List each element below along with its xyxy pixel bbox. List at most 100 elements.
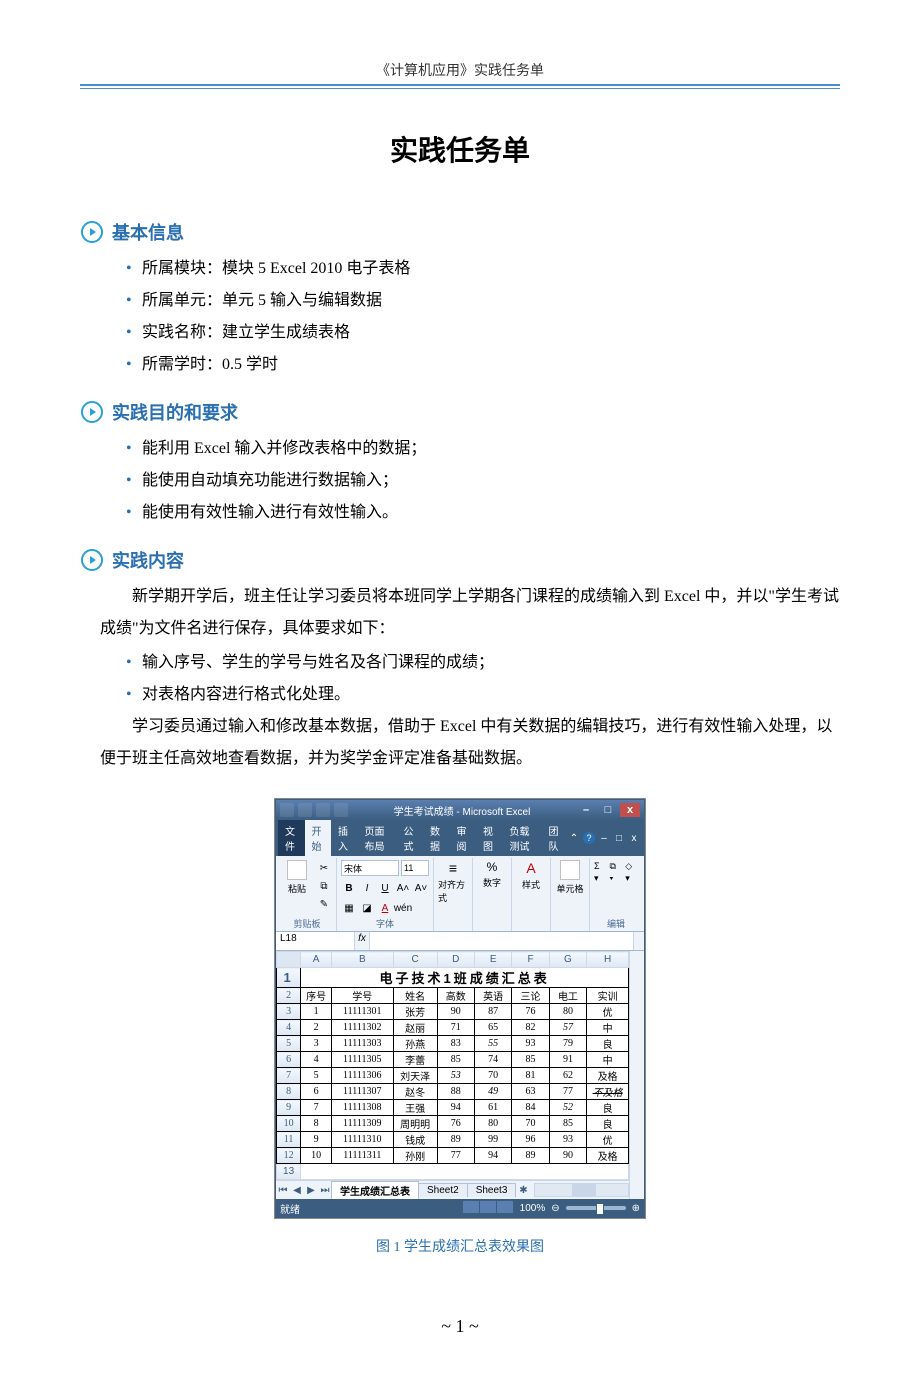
cell[interactable]: 11111305: [331, 1052, 393, 1068]
cell[interactable]: 优: [587, 1132, 629, 1148]
cell[interactable]: 9: [301, 1132, 332, 1148]
cell[interactable]: 76: [437, 1116, 474, 1132]
cell[interactable]: 11111303: [331, 1036, 393, 1052]
cell[interactable]: 93: [549, 1132, 586, 1148]
tab-file[interactable]: 文件: [278, 820, 305, 856]
cell[interactable]: 81: [512, 1068, 549, 1084]
cell[interactable]: 7: [301, 1100, 332, 1116]
clear-button[interactable]: ◇ ▾: [625, 860, 638, 884]
sheet-tab[interactable]: Sheet2: [418, 1183, 468, 1197]
cell[interactable]: 84: [512, 1100, 549, 1116]
empty-cell[interactable]: [301, 1164, 629, 1180]
fill-color-icon[interactable]: ◪: [359, 900, 375, 916]
cell[interactable]: 11111307: [331, 1084, 393, 1100]
cell[interactable]: 90: [437, 1004, 474, 1020]
cell[interactable]: 82: [512, 1020, 549, 1036]
cell[interactable]: 钱成: [393, 1132, 437, 1148]
cell[interactable]: 85: [512, 1052, 549, 1068]
col-header[interactable]: H: [587, 952, 629, 968]
row-header[interactable]: 10: [277, 1116, 301, 1132]
cell[interactable]: 张芳: [393, 1004, 437, 1020]
cell[interactable]: 65: [474, 1020, 511, 1036]
select-all-corner[interactable]: [277, 952, 301, 968]
cell[interactable]: 91: [549, 1052, 586, 1068]
zoom-slider[interactable]: [566, 1206, 626, 1210]
cell[interactable]: 63: [512, 1084, 549, 1100]
zoom-out-icon[interactable]: ⊖: [551, 1203, 559, 1214]
copy-icon[interactable]: ⧉: [316, 878, 332, 894]
grow-font-icon[interactable]: A˄: [395, 880, 411, 896]
cell[interactable]: 80: [474, 1116, 511, 1132]
cell[interactable]: 11111309: [331, 1116, 393, 1132]
cell[interactable]: 11111311: [331, 1148, 393, 1164]
grid[interactable]: A B C D E F G H 1 电子技术1班成绩汇总表: [276, 951, 629, 1180]
cell[interactable]: 良: [587, 1116, 629, 1132]
tab-loadtest[interactable]: 负载测试: [503, 820, 542, 856]
sheet-nav-first-icon[interactable]: ⏮: [276, 1185, 290, 1196]
cell[interactable]: 3: [301, 1036, 332, 1052]
cell[interactable]: 序号: [301, 988, 332, 1004]
cell[interactable]: 电工: [549, 988, 586, 1004]
row-header[interactable]: 6: [277, 1052, 301, 1068]
tab-formulas[interactable]: 公式: [397, 820, 424, 856]
cell[interactable]: 90: [549, 1148, 586, 1164]
wbmax-icon[interactable]: □: [613, 832, 625, 844]
sheet-nav-last-icon[interactable]: ⏭: [318, 1185, 332, 1196]
paste-button[interactable]: 粘贴: [282, 860, 312, 895]
cell[interactable]: 96: [512, 1132, 549, 1148]
row-header[interactable]: 13: [277, 1164, 301, 1180]
tab-data[interactable]: 数据: [423, 820, 450, 856]
cut-icon[interactable]: ✂: [316, 860, 332, 876]
minimize-icon[interactable]: –: [576, 803, 596, 817]
zoom-in-icon[interactable]: ⊕: [632, 1203, 640, 1214]
row-header[interactable]: 12: [277, 1148, 301, 1164]
view-buttons[interactable]: [463, 1201, 514, 1216]
excel-icon[interactable]: [280, 803, 294, 817]
cell[interactable]: 89: [512, 1148, 549, 1164]
underline-button[interactable]: U: [377, 880, 393, 896]
wbclose-icon[interactable]: x: [628, 832, 640, 844]
tab-view[interactable]: 视图: [476, 820, 503, 856]
col-header[interactable]: A: [301, 952, 332, 968]
styles-button[interactable]: A样式: [516, 860, 546, 891]
fill-button[interactable]: ⧉ ▾: [610, 860, 622, 884]
cell[interactable]: 8: [301, 1116, 332, 1132]
cell[interactable]: 94: [437, 1100, 474, 1116]
cell[interactable]: 89: [437, 1132, 474, 1148]
autosum-button[interactable]: Σ ▾: [594, 860, 606, 884]
bold-button[interactable]: B: [341, 880, 357, 896]
sheet-nav-next-icon[interactable]: ▶: [304, 1185, 318, 1196]
col-header[interactable]: F: [512, 952, 549, 968]
col-header[interactable]: B: [331, 952, 393, 968]
cell[interactable]: 94: [474, 1148, 511, 1164]
cell[interactable]: 52: [549, 1100, 586, 1116]
col-header[interactable]: D: [437, 952, 474, 968]
cell[interactable]: 中: [587, 1020, 629, 1036]
cell[interactable]: 62: [549, 1068, 586, 1084]
tab-team[interactable]: 团队: [542, 820, 569, 856]
cell[interactable]: 85: [549, 1116, 586, 1132]
font-name-select[interactable]: 宋体: [341, 860, 399, 876]
cell[interactable]: 孙燕: [393, 1036, 437, 1052]
cell[interactable]: 2: [301, 1020, 332, 1036]
cell[interactable]: 49: [474, 1084, 511, 1100]
border-icon[interactable]: ▦: [341, 900, 357, 916]
align-button[interactable]: ≡对齐方式: [438, 860, 468, 904]
cell[interactable]: 11111310: [331, 1132, 393, 1148]
cell[interactable]: 61: [474, 1100, 511, 1116]
close-icon[interactable]: x: [620, 803, 640, 817]
new-sheet-icon[interactable]: ✱: [516, 1185, 530, 1196]
cell[interactable]: 及格: [587, 1148, 629, 1164]
formatpainter-icon[interactable]: ✎: [316, 896, 332, 912]
cell[interactable]: 优: [587, 1004, 629, 1020]
cell[interactable]: 高数: [437, 988, 474, 1004]
cell[interactable]: 孙刚: [393, 1148, 437, 1164]
formula-bar[interactable]: [369, 932, 633, 950]
row-header[interactable]: 5: [277, 1036, 301, 1052]
number-button[interactable]: %数字: [477, 860, 507, 889]
formula-bar-expand-icon[interactable]: [633, 932, 644, 950]
col-header[interactable]: G: [549, 952, 586, 968]
cell[interactable]: 77: [549, 1084, 586, 1100]
tab-review[interactable]: 审阅: [450, 820, 477, 856]
col-header[interactable]: E: [474, 952, 511, 968]
